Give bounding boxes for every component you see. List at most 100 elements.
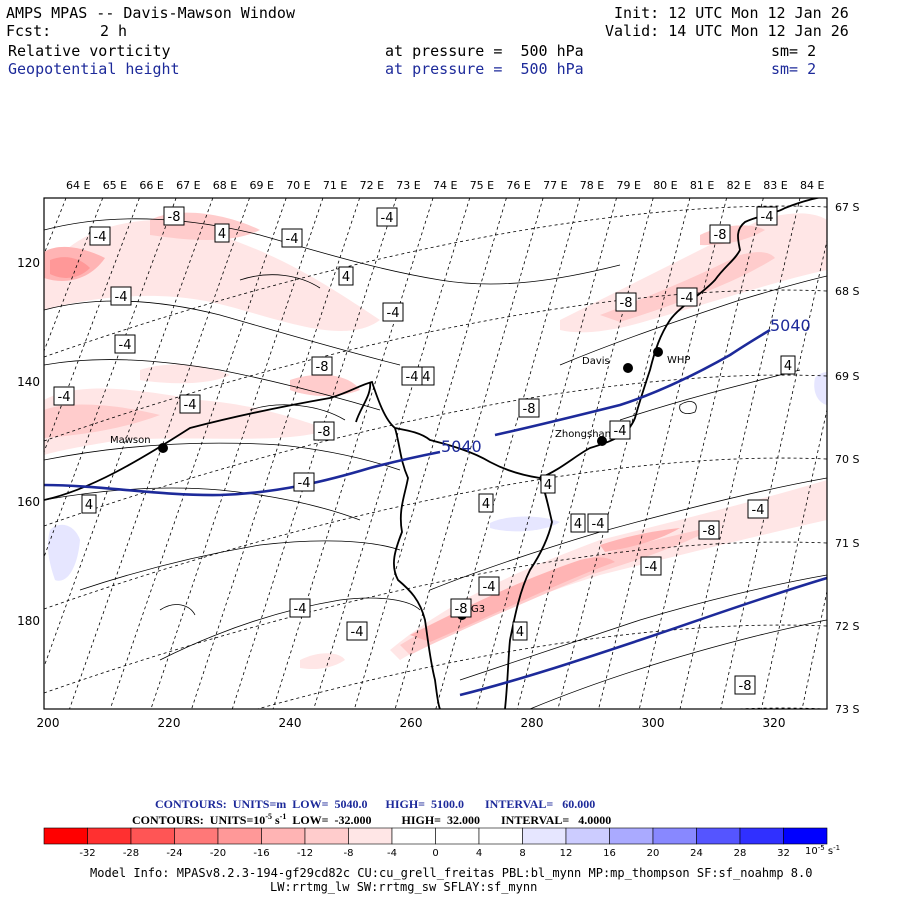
vorticity-label-text: -8 — [714, 228, 727, 243]
colorbar-cell — [391, 827, 436, 845]
vorticity-label-box: -4 — [293, 472, 315, 492]
vorticity-map: 64 E 65 E 66 E 67 E 68 E 69 E 70 E 71 E 72 E 73 E… — [17, 179, 859, 730]
colorbar-cell — [739, 827, 784, 845]
model-info-line1: Model Info: MPASv8.2.3-194-gf29cd82c CU:… — [90, 866, 813, 880]
vorticity-label-text: 4 — [342, 270, 350, 285]
colorbar-unit: 10-5 s-1 — [805, 844, 840, 857]
vorticity-label-text: 4 — [218, 227, 226, 242]
meridian-line — [272, 198, 434, 709]
colorbar-cell — [130, 827, 175, 845]
lon-label: 64 E — [66, 179, 90, 192]
lon-label: 82 E — [727, 179, 751, 192]
vorticity-label-box: -4 — [401, 366, 423, 386]
plot-title: AMPS MPAS -- Davis-Mawson Window — [6, 4, 295, 22]
y-grid-label: 140 — [17, 375, 40, 389]
vorticity-label-text: -4 — [592, 517, 605, 532]
vorticity-label-text: -4 — [184, 398, 197, 413]
colorbar-cell — [261, 827, 306, 845]
lon-label: 79 E — [617, 179, 641, 192]
vorticity-label-box: -4 — [756, 206, 778, 226]
lon-label: 71 E — [323, 179, 347, 192]
height-label-5040-b: 5040 — [441, 437, 482, 456]
contour-units-exp2: -1 — [279, 812, 287, 821]
station-label-mawson: Mawson — [110, 435, 151, 446]
colorbar-label: -12 — [297, 848, 313, 859]
height-contour-info: CONTOURS: UNITS=m LOW= 5040.0 HIGH= 5100… — [155, 797, 596, 811]
lat-label: 69 S — [835, 370, 859, 383]
lon-label: 74 E — [433, 179, 457, 192]
vorticity-label-text: -8 — [523, 402, 536, 417]
vorticity-label-text: -8 — [168, 210, 181, 225]
colorbar-cell — [783, 827, 828, 845]
lon-label: 80 E — [653, 179, 677, 192]
lon-label: 67 E — [176, 179, 200, 192]
vorticity-label-box: -8 — [698, 520, 720, 540]
lon-label: 78 E — [580, 179, 604, 192]
vorticity-label-text: -8 — [455, 602, 468, 617]
x-grid-label: 200 — [37, 716, 60, 730]
vorticity-label-text: 4 — [574, 517, 582, 532]
vorticity-label-text: -8 — [316, 360, 329, 375]
vorticity-label-text: -8 — [703, 524, 716, 539]
lat-label: 68 S — [835, 285, 859, 298]
colorbar-cell — [87, 827, 132, 845]
vorticity-label-text: -8 — [318, 425, 331, 440]
vorticity-contour-info: CONTOURS: UNITS=10-5 s-1 LOW= -32.000 HI… — [132, 810, 611, 827]
top-longitude-labels: 64 E 65 E 66 E 67 E 68 E 69 E 70 E 71 E 72 E 73 E… — [66, 179, 824, 192]
station-label-g3: G3 — [471, 604, 485, 615]
vorticity-label-box: -8 — [734, 675, 756, 695]
field1-smoothing: sm= 2 — [771, 42, 817, 60]
colorbar-label: -8 — [344, 848, 354, 859]
colorbar-cell — [565, 827, 610, 845]
vorticity-label-text: -4 — [58, 390, 71, 405]
field1-name: Relative vorticity — [8, 42, 171, 60]
vorticity-label-box: 4 — [478, 493, 494, 513]
colorbar-label: -24 — [166, 848, 182, 859]
vorticity-label-text: -4 — [298, 476, 311, 491]
station-label-davis: Davis — [582, 356, 610, 367]
colorbar-cell — [348, 827, 393, 845]
vorticity-label-box: 4 — [570, 513, 586, 533]
colorbar-cell — [304, 827, 349, 845]
coastline — [44, 198, 822, 709]
vorticity-label-text: 4 — [516, 625, 524, 640]
vorticity-label-box: -4 — [478, 576, 500, 596]
field2-level: at pressure = 500 hPa — [385, 60, 584, 78]
lon-label: 83 E — [763, 179, 787, 192]
vorticity-label-box: -4 — [640, 556, 662, 576]
lon-label: 69 E — [250, 179, 274, 192]
y-grid-label: 120 — [17, 256, 40, 270]
height-label-5040-a: 5040 — [770, 316, 811, 335]
vorticity-label-box: -4 — [179, 394, 201, 414]
colorbar-label: -32 — [79, 848, 95, 859]
lat-label: 71 S — [835, 537, 859, 550]
lat-label: 67 S — [835, 201, 859, 214]
colorbar-label: 0 — [432, 848, 438, 859]
vorticity-label-box: -4 — [346, 621, 368, 641]
vorticity-label-box: -8 — [709, 224, 731, 244]
meridian-line — [516, 198, 654, 709]
lon-label: 73 E — [396, 179, 420, 192]
vorticity-label-box: -4 — [587, 513, 609, 533]
vorticity-label-text: -4 — [614, 424, 627, 439]
vorticity-label-text: 4 — [482, 497, 490, 512]
meridian-line — [394, 198, 544, 709]
field2-smoothing: sm= 2 — [771, 60, 817, 78]
vorticity-label-text: -4 — [752, 503, 765, 518]
vorticity-label-text: -4 — [286, 232, 299, 247]
meridian-line — [435, 198, 581, 709]
station-davis — [623, 363, 633, 373]
lat-lon-grid — [44, 198, 827, 709]
vorticity-label-text: -8 — [739, 679, 752, 694]
init-time: Init: 12 UTC Mon 12 Jan 26 — [614, 4, 849, 22]
plot-frame — [43, 197, 828, 710]
left-grid-labels: 120 140 160 180 — [17, 256, 40, 628]
station-label-zhongshan: Zhongshan — [555, 429, 611, 440]
meridian-line — [44, 198, 140, 454]
colorbar-cell — [435, 827, 480, 845]
contour-units-text: CONTOURS: UNITS=10 — [132, 813, 266, 827]
valid-time: Valid: 14 UTC Mon 12 Jan 26 — [605, 22, 849, 40]
vorticity-label-text: 4 — [85, 498, 93, 513]
station-mawson — [158, 443, 168, 453]
x-grid-label: 240 — [279, 716, 302, 730]
